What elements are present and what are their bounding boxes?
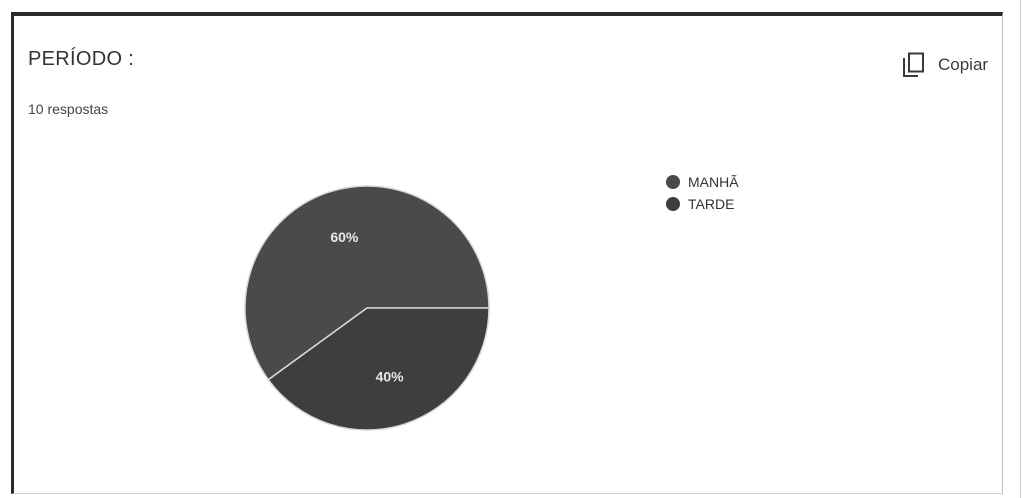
response-count: 10 respostas <box>28 101 109 117</box>
chart-card <box>11 12 1003 494</box>
legend-label: MANHÃ <box>688 174 739 190</box>
slice-label-manhã: 60% <box>330 229 359 245</box>
legend-swatch <box>666 175 680 189</box>
legend-label: TARDE <box>688 196 735 212</box>
chart-legend: MANHÃ TARDE <box>666 171 739 215</box>
legend-item-tarde[interactable]: TARDE <box>666 193 739 215</box>
question-title: PERÍODO : <box>28 48 135 70</box>
legend-swatch <box>666 197 680 211</box>
page-divider <box>1020 0 1021 498</box>
copy-label: Copiar <box>938 55 989 74</box>
pie-slice-tarde <box>267 307 490 431</box>
copy-icon <box>902 52 926 78</box>
slice-label-tarde: 40% <box>376 368 405 384</box>
copy-chart-button[interactable]: Copiar <box>902 52 988 78</box>
pie-slice-manhã <box>244 185 490 381</box>
legend-item-manhã[interactable]: MANHÃ <box>666 171 739 193</box>
